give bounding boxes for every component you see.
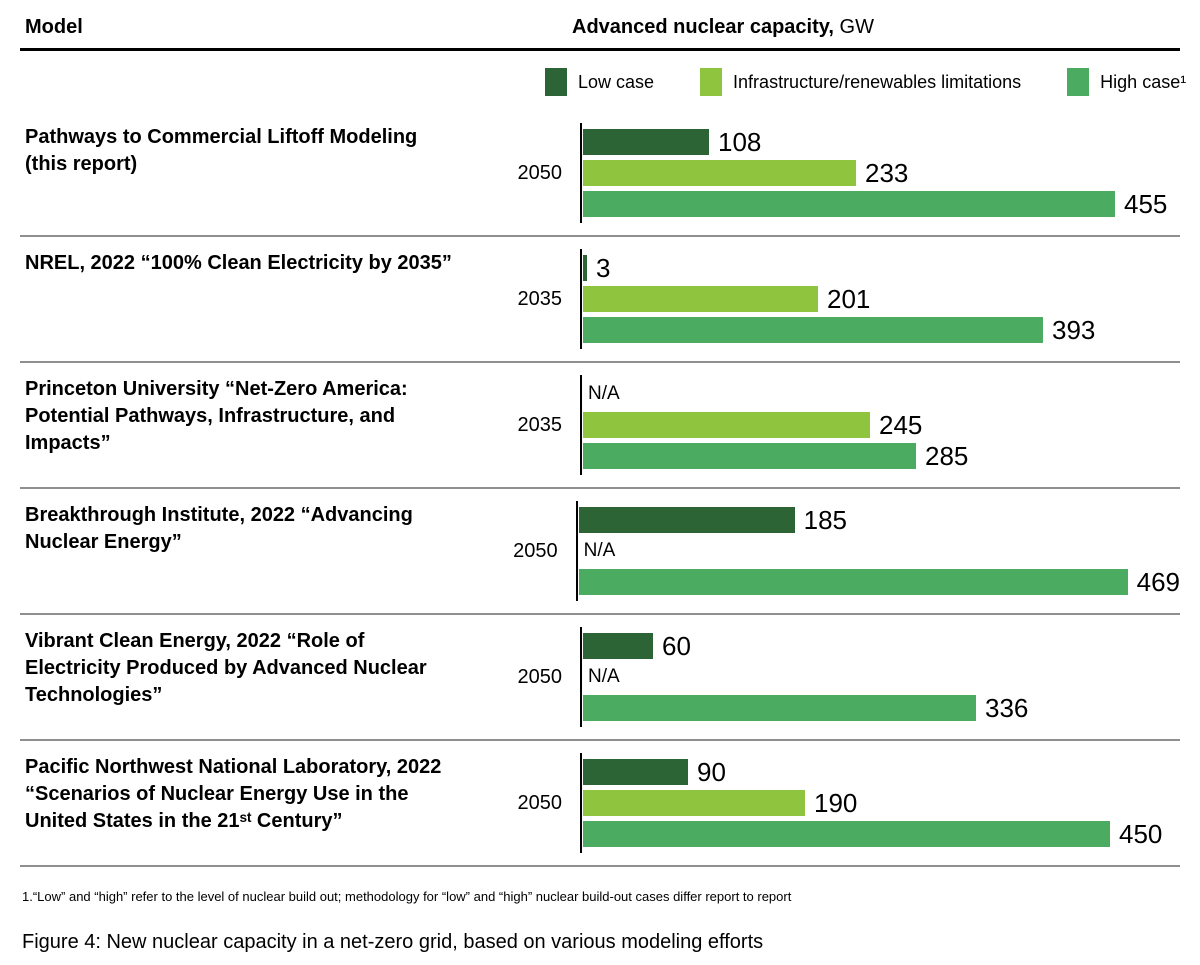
- value-label: 185: [803, 505, 847, 535]
- low-case-swatch-icon: [545, 68, 567, 96]
- chart-legend: Low case Infrastructure/renewables limit…: [20, 51, 1186, 111]
- year-label: 2050: [517, 665, 563, 688]
- bar-low: [583, 633, 653, 659]
- model-label: Princeton University “Net-Zero America: …: [25, 378, 408, 454]
- value-column-unit: GW: [833, 16, 874, 38]
- value-label: 190: [814, 788, 858, 818]
- table-row: NREL, 2022 “100% Clean Electricity by 20…: [20, 237, 1180, 363]
- bar-high: [583, 821, 1110, 847]
- model-label: Breakthrough Institute, 2022 “Advancing …: [25, 504, 413, 553]
- year-label: 2035: [517, 413, 563, 436]
- value-label: 245: [879, 410, 923, 440]
- year-label: 2050: [517, 161, 563, 184]
- model-label: Pathways to Commercial Liftoff Modeling …: [25, 126, 418, 175]
- footnote: 1.“Low” and “high” refer to the level of…: [22, 889, 792, 904]
- bar-slot: 108: [582, 129, 1167, 155]
- bar-slot: 245: [582, 412, 968, 438]
- value-column-title: Advanced nuclear capacity,: [572, 16, 834, 38]
- bar-high: [583, 695, 976, 721]
- bar-group: 90 190 450: [580, 753, 1162, 853]
- bar-slot: 455: [582, 191, 1167, 217]
- value-label: 336: [985, 693, 1029, 723]
- year-label: 2035: [517, 287, 563, 310]
- legend-label: High case¹: [1100, 71, 1187, 92]
- high-case-swatch-icon: [1067, 68, 1090, 96]
- bar-slot: 190: [582, 790, 1162, 816]
- bar-low: [583, 129, 709, 155]
- bar-slot: 233: [582, 160, 1167, 186]
- table-header: Model Advanced nuclear capacity, GW: [20, 0, 1180, 51]
- bar-slot: 201: [582, 286, 1095, 312]
- value-label: 108: [718, 127, 762, 157]
- bar-low: [578, 507, 795, 533]
- bar-slot: 393: [582, 317, 1095, 343]
- bar-slot: 60: [582, 633, 1028, 659]
- table-row: Princeton University “Net-Zero America: …: [20, 363, 1180, 489]
- legend-item-low-case: Low case: [545, 68, 654, 96]
- value-label: 450: [1119, 819, 1163, 849]
- na-label: N/A: [583, 540, 616, 561]
- value-label: 3: [596, 253, 611, 283]
- figure-caption: Figure 4: New nuclear capacity in a net-…: [22, 931, 764, 953]
- bar-slot: 3: [582, 255, 1095, 281]
- bar-low: [583, 759, 688, 785]
- bar-group: 60 N/A 336: [580, 627, 1028, 727]
- bar-slot: N/A: [582, 664, 1028, 690]
- table-row: Pacific Northwest National Laboratory, 2…: [20, 741, 1180, 867]
- bar-infra: [583, 412, 870, 438]
- bar-high: [583, 443, 916, 469]
- bar-high: [583, 191, 1115, 217]
- model-column-header: Model: [25, 16, 83, 38]
- bar-slot: N/A: [578, 538, 1180, 564]
- value-label: 455: [1124, 189, 1168, 219]
- table-row: Pathways to Commercial Liftoff Modeling …: [20, 111, 1180, 237]
- bar-slot: 450: [582, 821, 1162, 847]
- bar-group: N/A 245 285: [580, 375, 968, 475]
- bar-infra: [583, 286, 818, 312]
- bar-low: [583, 255, 587, 281]
- bar-slot: 90: [582, 759, 1162, 785]
- bar-slot: 469: [578, 569, 1180, 595]
- table-row: Breakthrough Institute, 2022 “Advancing …: [20, 489, 1180, 615]
- infrastructure-swatch-icon: [700, 68, 723, 96]
- bar-infra: [583, 790, 805, 816]
- bar-slot: 185: [578, 507, 1180, 533]
- value-label: 469: [1136, 567, 1180, 597]
- legend-label: Low case: [578, 71, 655, 92]
- chart-rows: Pathways to Commercial Liftoff Modeling …: [20, 111, 1180, 867]
- na-label: N/A: [588, 383, 620, 404]
- bar-slot: 336: [582, 695, 1028, 721]
- legend-item-infrastructure: Infrastructure/renewables limitations: [700, 68, 1021, 96]
- na-label: N/A: [588, 666, 620, 687]
- bar-group: 3 201 393: [580, 249, 1095, 349]
- value-column-header: Advanced nuclear capacity, GW: [572, 16, 874, 39]
- bar-group: 185 N/A 469: [575, 501, 1180, 601]
- year-label: 2050: [513, 539, 558, 562]
- bar-high: [583, 317, 1043, 343]
- table-row: Vibrant Clean Energy, 2022 “Role of Elec…: [20, 615, 1180, 741]
- value-label: 90: [697, 757, 726, 787]
- bar-slot: N/A: [582, 381, 968, 407]
- value-label: 285: [925, 441, 969, 471]
- value-label: 233: [865, 158, 909, 188]
- model-label: NREL, 2022 “100% Clean Electricity by 20…: [25, 252, 452, 274]
- legend-item-high-case: High case¹: [1067, 68, 1186, 96]
- model-label: Pacific Northwest National Laboratory, 2…: [25, 756, 442, 832]
- bar-high: [578, 569, 1128, 595]
- value-label: 393: [1052, 315, 1096, 345]
- year-label: 2050: [517, 791, 563, 814]
- bar-slot: 285: [582, 443, 968, 469]
- model-label: Vibrant Clean Energy, 2022 “Role of Elec…: [25, 630, 427, 706]
- bar-group: 108 233 455: [580, 123, 1167, 223]
- legend-label: Infrastructure/renewables limitations: [733, 71, 1022, 92]
- value-label: 60: [662, 631, 691, 661]
- value-label: 201: [827, 284, 871, 314]
- bar-infra: [583, 160, 856, 186]
